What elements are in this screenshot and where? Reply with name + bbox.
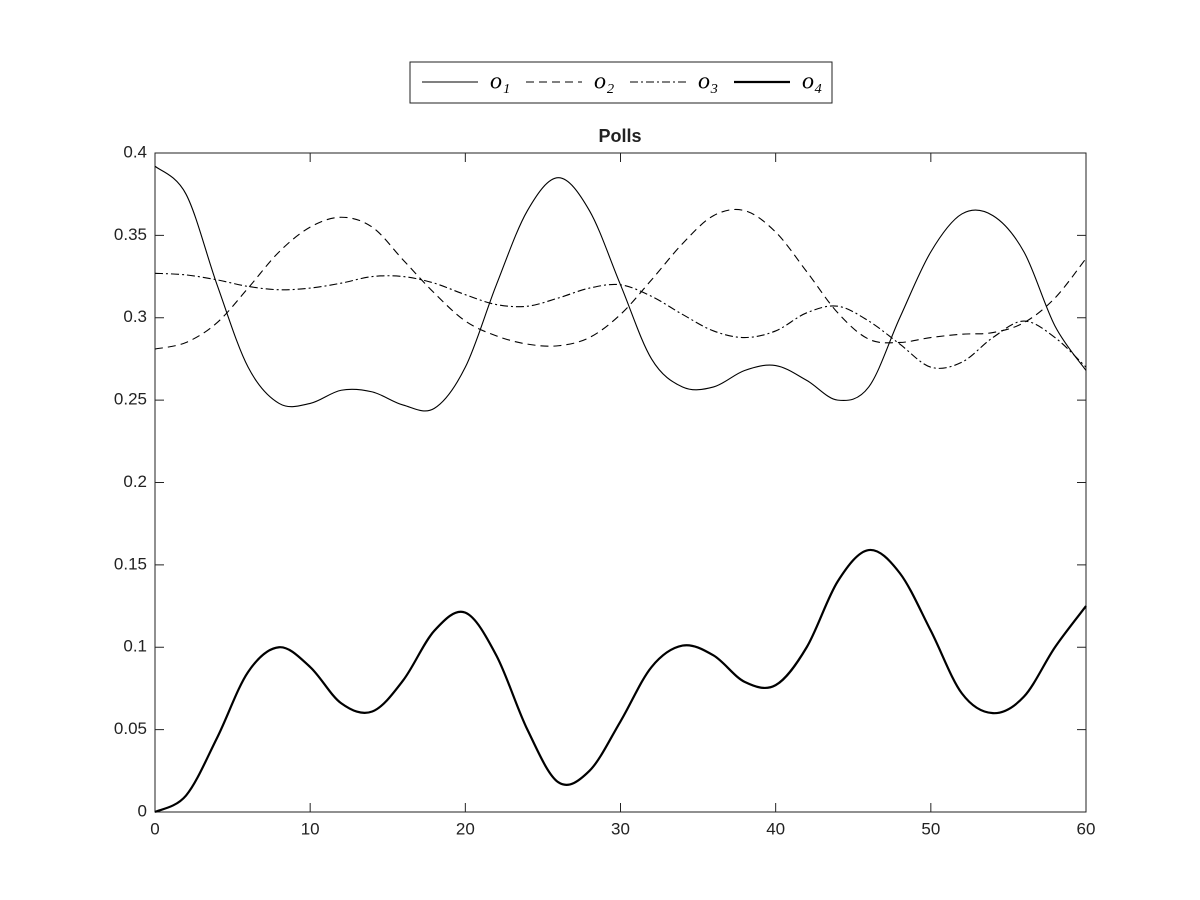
y-tick-label: 0.15 (114, 554, 147, 573)
x-tick-label: 20 (456, 819, 475, 838)
y-tick-label: 0.3 (123, 307, 147, 326)
series-line (154, 548, 1087, 814)
x-tick-label: 0 (150, 819, 159, 838)
plot-frame (154, 152, 1087, 813)
y-tick-label: 0.35 (114, 225, 147, 244)
x-tick-label: 40 (766, 819, 785, 838)
x-tick-label: 50 (921, 819, 940, 838)
legend-label: o₃ (698, 69, 718, 95)
y-tick-label: 0 (138, 801, 147, 820)
series-line (154, 208, 1087, 350)
series-line (154, 165, 1087, 412)
y-tick-label: 0.2 (123, 472, 147, 491)
y-tick-label: 0.05 (114, 719, 147, 738)
y-tick-label: 0.1 (123, 637, 147, 656)
legend-label: o₄ (802, 69, 822, 95)
x-tick-label: 60 (1077, 819, 1096, 838)
y-tick-label: 0.25 (114, 390, 147, 409)
legend-label: o₁ (490, 69, 510, 95)
y-tick-label: 0.4 (123, 142, 147, 161)
chart-title: Polls (598, 126, 641, 146)
x-tick-label: 10 (301, 819, 320, 838)
legend-label: o₂ (594, 69, 614, 95)
series-line (154, 272, 1087, 369)
x-tick-label: 30 (611, 819, 630, 838)
